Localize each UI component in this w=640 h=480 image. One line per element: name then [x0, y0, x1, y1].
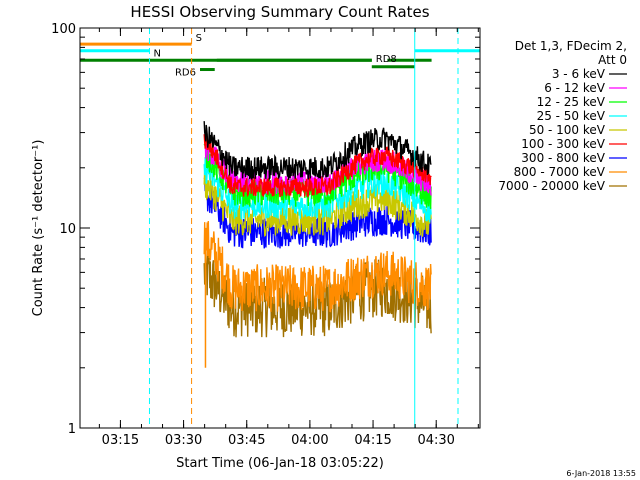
x-axis-ticks: 03:15 03:30 03:45 04:00 04:15 04:30 — [98, 28, 479, 448]
x-tick-label: 04:15 — [354, 433, 391, 448]
x-tick-label: 03:45 — [228, 433, 265, 448]
y-tick-label: 10 — [59, 222, 76, 237]
x-tick-label: 03:30 — [165, 433, 202, 448]
legend-header: Det 1,3, FDecim 2, — [515, 39, 627, 53]
series-line-3 — [203, 157, 432, 223]
legend-entry: 6 - 12 keV — [544, 81, 606, 95]
y-axis-ticks: 1 10 100 — [51, 22, 480, 437]
legend-entry: 50 - 100 keV — [529, 123, 606, 137]
x-tick-label: 04:00 — [291, 433, 328, 448]
legend-entry: 25 - 50 keV — [537, 109, 606, 123]
legend-entry: 12 - 25 keV — [537, 95, 606, 109]
y-tick-label: 100 — [51, 22, 76, 37]
state-label: RD8 — [376, 54, 397, 65]
state-label: N — [153, 49, 160, 60]
legend-entry: 7000 - 20000 keV — [498, 179, 605, 193]
x-tick-label: 04:30 — [417, 433, 454, 448]
series-line-5 — [203, 134, 432, 198]
series-line-0 — [203, 121, 432, 181]
y-axis-label: Count Rate (s⁻¹ detector⁻¹) — [31, 140, 46, 317]
y-tick-label: 1 — [68, 422, 76, 437]
state-label: RD6 — [175, 68, 196, 79]
legend-entry: 800 - 7000 keV — [514, 165, 606, 179]
legend-header: Att 0 — [598, 53, 627, 67]
state-bars: S N RD6 RD8 — [80, 33, 480, 79]
series-group — [203, 121, 432, 368]
series-line-7 — [203, 220, 432, 313]
legend-entry: 3 - 6 keV — [552, 67, 606, 81]
x-axis-label: Start Time (06-Jan-18 03:05:22) — [176, 456, 384, 471]
legend-entry: 100 - 300 keV — [521, 137, 605, 151]
state-label: S — [196, 33, 202, 44]
x-tick-label: 03:15 — [102, 433, 139, 448]
series-line-4 — [203, 169, 432, 238]
footer-timestamp: 6-Jan-2018 13:55 — [566, 469, 636, 478]
chart-title: HESSI Observing Summary Count Rates — [130, 3, 429, 21]
legend-entry: 300 - 800 keV — [521, 151, 605, 165]
